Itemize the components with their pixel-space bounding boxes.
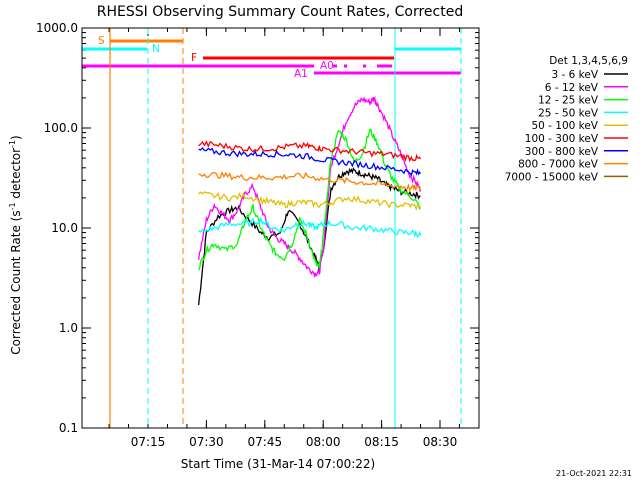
series-line-25-50-kev: [198, 216, 422, 239]
legend-title: Det 1,3,4,5,6,9: [549, 55, 628, 67]
y-tick-label: 10.0: [51, 221, 78, 235]
y-axis-label-part2: detector: [9, 148, 23, 203]
x-axis-label: Start Time (31-Mar-14 07:00:22): [181, 457, 375, 471]
x-tick-label: 07:15: [131, 435, 166, 449]
timestamp: 21-Oct-2021 22:31: [556, 469, 632, 478]
y-tick-label: 100.0: [44, 121, 78, 135]
legend-label: 25 - 50 keV: [538, 107, 599, 119]
series-line-6-12-kev: [197, 95, 422, 279]
state-bars: S N F A0 A1: [82, 35, 461, 80]
y-axis-label-part3: ): [9, 135, 23, 140]
y-axis-label-part1: Corrected Count Rate (s: [9, 210, 23, 354]
y-axis-label-sup2: -1: [8, 140, 17, 148]
chart-title: RHESSI Observing Summary Count Rates, Co…: [97, 4, 463, 20]
legend-label: 6 - 12 keV: [545, 82, 599, 94]
x-tick-label: 08:30: [423, 435, 458, 449]
legend-label: 300 - 800 keV: [525, 146, 599, 158]
y-tick-label: 0.1: [59, 421, 78, 435]
legend-label: 100 - 300 keV: [525, 133, 599, 145]
series-line-100-300-kev: [198, 140, 422, 163]
legend-label: 800 - 7000 keV: [518, 159, 599, 171]
legend-label: 7000 - 15000 keV: [505, 171, 599, 183]
y-tick-label: 1000.0: [36, 21, 78, 35]
legend-label: 12 - 25 keV: [538, 95, 599, 107]
annot-s: S: [98, 35, 105, 47]
y-axis-label: Corrected Count Rate (s-1 detector-1): [8, 135, 23, 354]
annot-a0: A0: [320, 60, 334, 72]
series-layer: [197, 95, 422, 306]
y-tick-label: 1.0: [59, 321, 78, 335]
series-line-50-100-kev: [198, 191, 422, 211]
x-tick-label: 08:15: [364, 435, 399, 449]
x-axis-ticks: 07:15 07:30 07:45 08:00 08:15 08:30: [108, 28, 460, 449]
y-axis-ticks: 1000.0 100.0 10.0 1.0 0.1: [36, 21, 479, 435]
annot-f: F: [191, 52, 197, 64]
series-line-800-7000-kev: [198, 170, 422, 192]
x-tick-label: 07:45: [248, 435, 283, 449]
annot-n: N: [152, 43, 160, 55]
legend-label: 3 - 6 keV: [551, 69, 598, 81]
series-line-12-25-kev: [198, 128, 421, 271]
series-line-300-800-kev: [198, 147, 422, 177]
x-tick-label: 08:00: [306, 435, 341, 449]
y-axis-label-sup1: -1: [8, 202, 17, 210]
x-tick-label: 07:30: [189, 435, 224, 449]
legend-label: 50 - 100 keV: [531, 120, 598, 132]
plot-frame: [81, 27, 480, 429]
annot-a1: A1: [294, 68, 308, 80]
